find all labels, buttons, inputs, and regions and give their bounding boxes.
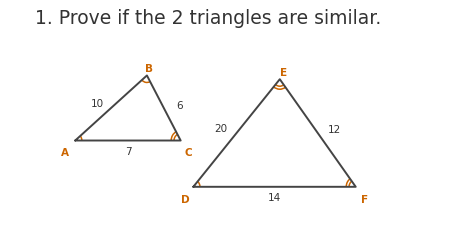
Text: A: A <box>61 147 69 157</box>
Text: F: F <box>360 194 368 204</box>
Text: E: E <box>279 68 287 77</box>
Text: 20: 20 <box>214 124 227 134</box>
Text: B: B <box>145 64 153 74</box>
Text: 12: 12 <box>328 124 341 134</box>
Text: D: D <box>180 194 189 204</box>
Text: 1. Prove if the 2 triangles are similar.: 1. Prove if the 2 triangles are similar. <box>35 9 382 28</box>
Text: 6: 6 <box>176 101 182 111</box>
Text: C: C <box>184 147 192 157</box>
Text: 14: 14 <box>268 193 281 203</box>
Text: 7: 7 <box>125 146 131 156</box>
Text: 10: 10 <box>91 98 104 108</box>
